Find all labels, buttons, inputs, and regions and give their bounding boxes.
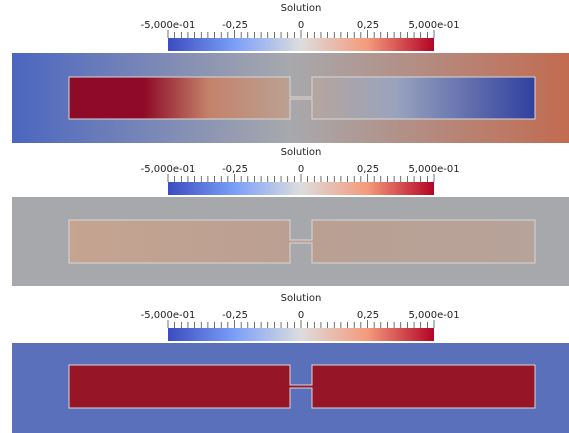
colorbar-max-label: 5,000e-01: [408, 164, 459, 175]
colorbar-q3-label: 0,25: [357, 20, 379, 31]
colorbar-2: Solution -5,000e-01 -0,25 0 0,25 5,000e-…: [141, 147, 460, 195]
colorbar-gradient: [168, 38, 434, 51]
colorbar-1: Solution -5,000e-01 -0,25 0 0,25 5,000e-…: [141, 3, 460, 51]
colorbar-q1-label: -0,25: [222, 20, 248, 31]
colorbar-max-label: 5,000e-01: [408, 310, 459, 321]
colorbar-q3-label: 0,25: [357, 310, 379, 321]
colorbar-max-label: 5,000e-01: [408, 20, 459, 31]
colorbar-min-label: -5,000e-01: [141, 310, 196, 321]
colorbar-q1-label: -0,25: [222, 164, 248, 175]
left-region: [68, 364, 536, 409]
inner-regions: [68, 364, 536, 409]
left-region: [68, 76, 536, 120]
colorbar-ticks: [167, 174, 435, 182]
colorbar-min-label: -5,000e-01: [141, 20, 196, 31]
panel-1: Solution -5,000e-01 -0,25 0 0,25 5,000e-…: [12, 3, 569, 143]
colorbar-q3-label: 0,25: [357, 164, 379, 175]
colorbar-q1-label: -0,25: [222, 310, 248, 321]
left-region: [68, 219, 536, 264]
colorbar-gradient: [168, 328, 434, 341]
colorbar-gradient: [168, 182, 434, 195]
colorbar-ticks: [167, 320, 435, 328]
colorbar-ticks: [167, 30, 435, 38]
panel-3: Solution -5,000e-01 -0,25 0 0,25 5,000e-…: [12, 293, 569, 433]
inner-regions: [68, 76, 536, 120]
inner-regions: [68, 219, 536, 264]
colorbar-title: Solution: [281, 293, 322, 304]
colorbar-mid-label: 0: [298, 164, 304, 175]
colorbar-3: Solution -5,000e-01 -0,25 0 0,25 5,000e-…: [141, 293, 460, 341]
panel-2: Solution -5,000e-01 -0,25 0 0,25 5,000e-…: [12, 147, 569, 286]
colorbar-min-label: -5,000e-01: [141, 164, 196, 175]
colorbar-title: Solution: [281, 147, 322, 158]
colorbar-title: Solution: [281, 3, 322, 14]
colorbar-mid-label: 0: [298, 20, 304, 31]
colorbar-mid-label: 0: [298, 310, 304, 321]
